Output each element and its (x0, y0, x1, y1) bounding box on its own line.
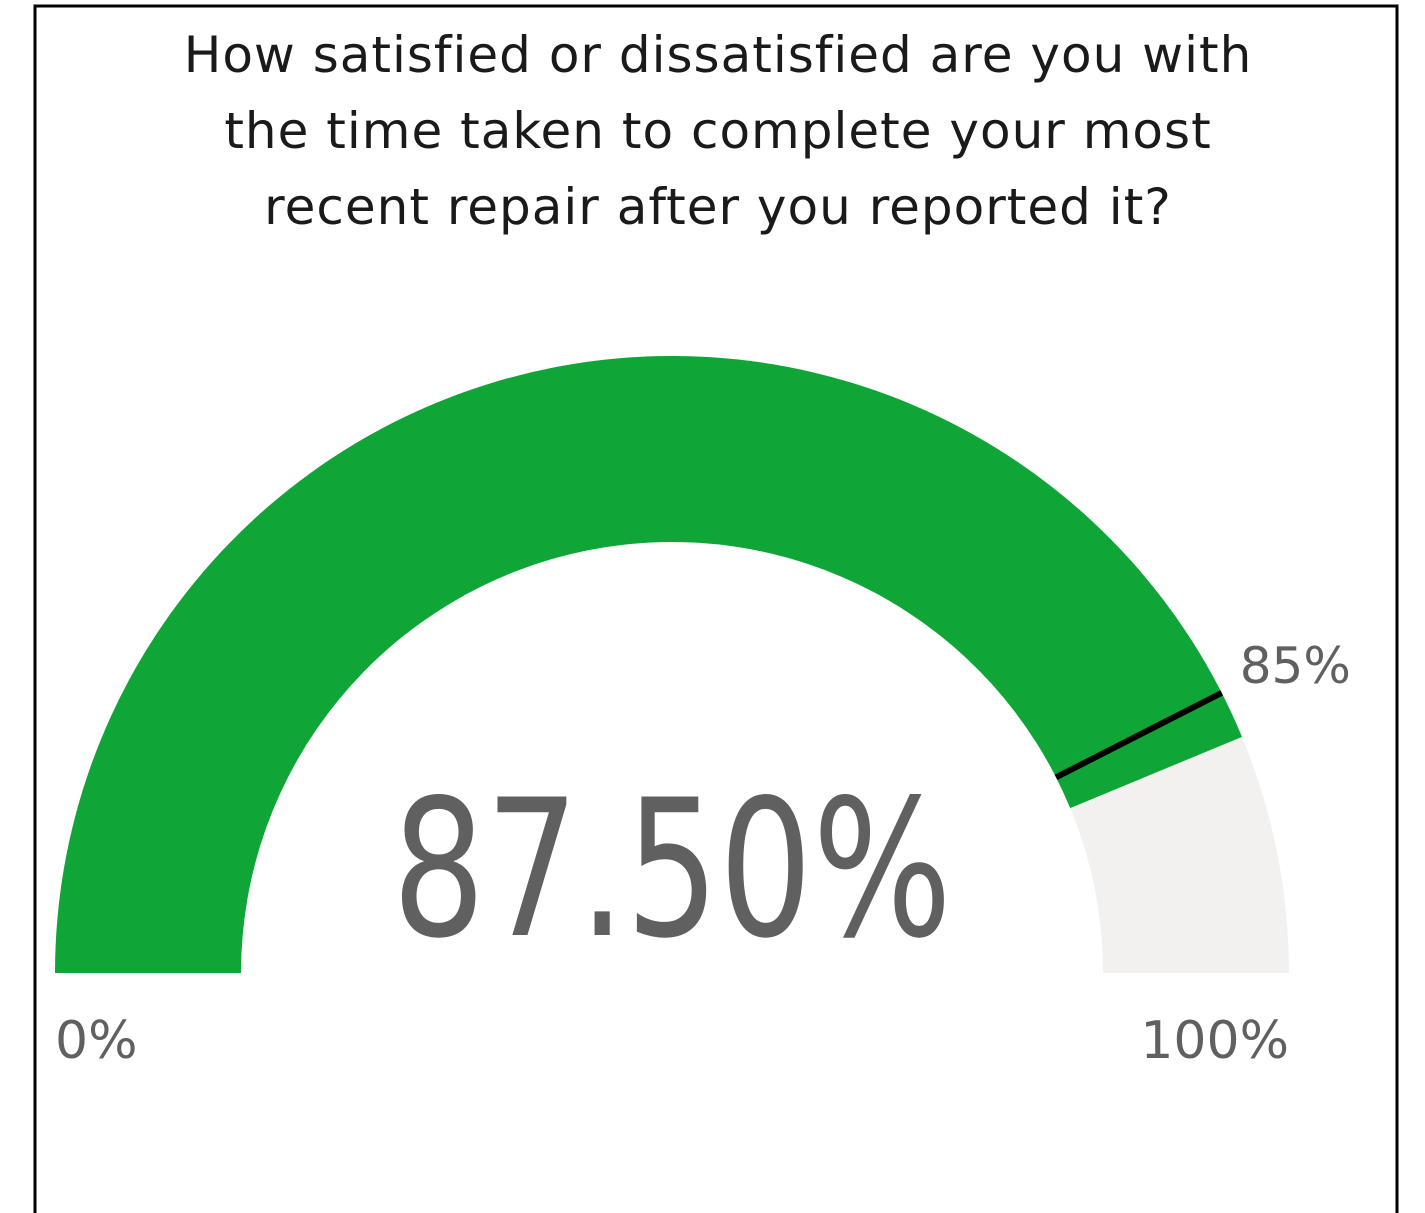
target-label: 85% (1240, 637, 1351, 695)
gauge-value-arc (55, 356, 1243, 973)
chart-title: the time taken to complete your most (224, 102, 1211, 160)
max-label: 100% (1140, 1011, 1289, 1071)
chart-title: How satisfied or dissatisfied are you wi… (184, 26, 1253, 84)
min-label: 0% (55, 1011, 138, 1071)
target-line (1054, 690, 1224, 781)
gauge-value-label: 87.50% (392, 759, 952, 980)
chart-title: recent repair after you reported it? (264, 178, 1172, 236)
